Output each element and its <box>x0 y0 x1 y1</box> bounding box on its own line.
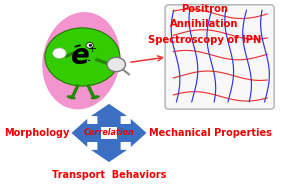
Text: $+$: $+$ <box>87 43 97 54</box>
FancyBboxPatch shape <box>109 133 116 139</box>
Text: Transport  Behaviors: Transport Behaviors <box>52 170 166 180</box>
Circle shape <box>45 28 120 86</box>
FancyBboxPatch shape <box>165 5 274 109</box>
Circle shape <box>86 43 93 48</box>
Text: Annihilation: Annihilation <box>170 19 239 29</box>
Ellipse shape <box>66 95 76 99</box>
Circle shape <box>89 44 92 47</box>
Circle shape <box>53 48 66 58</box>
FancyBboxPatch shape <box>101 133 109 139</box>
Circle shape <box>107 57 126 72</box>
Text: Spectroscopy of IPN: Spectroscopy of IPN <box>148 35 261 45</box>
Ellipse shape <box>91 95 100 99</box>
Ellipse shape <box>42 12 120 109</box>
FancyBboxPatch shape <box>101 127 109 133</box>
Text: Morphology: Morphology <box>4 128 69 138</box>
Text: Positron: Positron <box>181 4 228 13</box>
Text: Correlation: Correlation <box>84 129 134 137</box>
Polygon shape <box>72 104 147 162</box>
FancyBboxPatch shape <box>109 127 116 133</box>
Text: Mechanical Properties: Mechanical Properties <box>149 128 272 138</box>
Text: $\bfit{e}$: $\bfit{e}$ <box>70 43 90 70</box>
